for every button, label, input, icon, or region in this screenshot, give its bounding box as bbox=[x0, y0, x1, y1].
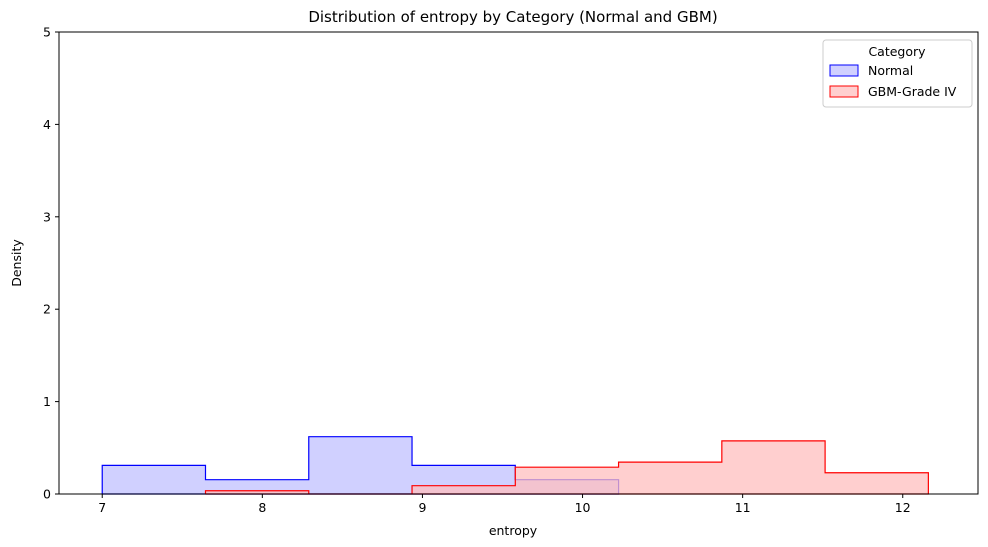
plot-frame bbox=[58, 31, 979, 495]
y-axis-label: Density bbox=[9, 239, 24, 287]
legend-swatch bbox=[829, 64, 859, 77]
legend-entries: Normal GBM-Grade IV bbox=[829, 63, 957, 99]
legend-label: GBM-Grade IV bbox=[868, 84, 957, 99]
x-tick-label: 10 bbox=[575, 500, 591, 515]
chart-title: Distribution of entropy by Category (Nor… bbox=[308, 8, 717, 26]
x-tick-label: 9 bbox=[418, 500, 426, 515]
legend-entry: Normal bbox=[829, 63, 913, 78]
legend-frame bbox=[822, 39, 973, 108]
series-layer bbox=[101, 436, 929, 495]
series-gbm-grade-iv bbox=[204, 440, 929, 495]
x-axis-label: entropy bbox=[489, 523, 538, 538]
x-tick-label: 7 bbox=[98, 500, 106, 515]
series-outline bbox=[204, 440, 929, 495]
legend-title: Category bbox=[868, 44, 926, 59]
x-tick-label: 12 bbox=[895, 500, 911, 515]
y-tick-label: 4 bbox=[43, 117, 51, 132]
x-tick-label: 8 bbox=[258, 500, 266, 515]
y-tick-label: 0 bbox=[43, 487, 51, 502]
legend: Category Normal GBM-Grade IV bbox=[822, 39, 973, 108]
y-tick-label: 1 bbox=[43, 394, 51, 409]
y-tick-label: 5 bbox=[43, 25, 51, 40]
legend-label: Normal bbox=[868, 63, 913, 78]
legend-swatch bbox=[829, 85, 859, 98]
legend-entry: GBM-Grade IV bbox=[829, 84, 957, 99]
x-tick-label: 11 bbox=[735, 500, 751, 515]
y-tick-label: 3 bbox=[43, 209, 51, 224]
y-tick-label: 2 bbox=[43, 302, 51, 317]
